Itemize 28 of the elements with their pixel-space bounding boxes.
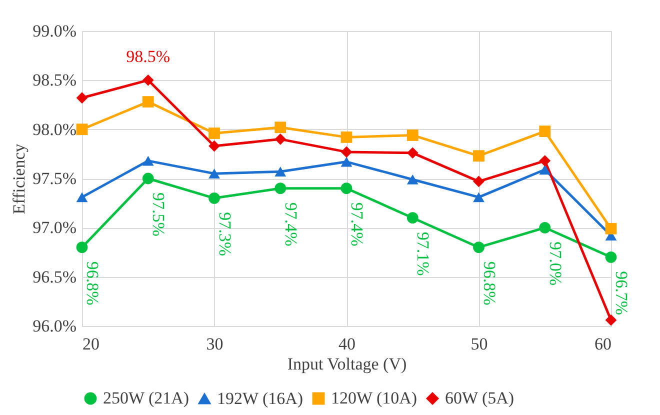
data-label: 97.4% xyxy=(348,202,366,246)
data-label: 97.3% xyxy=(215,212,234,256)
y-tick-label: 96.5% xyxy=(32,267,76,286)
y-tick-label: 96.0% xyxy=(32,316,76,336)
x-tick-label: 20 xyxy=(82,334,100,354)
y-tick-label: 97.0% xyxy=(32,218,76,238)
data-label: 97.5% xyxy=(149,192,168,236)
x-tick-label: 50 xyxy=(470,334,488,354)
y-tick-label: 99.0% xyxy=(32,22,76,40)
legend-label: 120W (10A) xyxy=(331,388,418,408)
legend-label: 60W (5A) xyxy=(445,388,514,408)
y-tick-label: 97.5% xyxy=(32,169,76,188)
data-label: 96.7% xyxy=(612,271,631,316)
y-tick-label: 98.5% xyxy=(32,70,76,90)
x-tick-label: 40 xyxy=(338,334,356,354)
legend-label: 250W (21A) xyxy=(103,388,190,408)
data-label: 96.8% xyxy=(480,261,499,306)
data-label: 98.5% xyxy=(126,47,170,66)
data-label: 97.0% xyxy=(546,242,565,286)
data-label: 97.4% xyxy=(281,202,300,246)
x-tick-label: 60 xyxy=(594,334,612,354)
data-label: 97.1% xyxy=(414,232,433,276)
y-axis-title: Efficiency xyxy=(10,143,29,214)
legend-label: 192W (16A) xyxy=(217,388,304,408)
x-axis-title: Input Voltage (V) xyxy=(287,354,407,374)
x-tick-label: 30 xyxy=(206,334,224,354)
y-tick-label: 98.0% xyxy=(32,120,76,139)
data-label: 96.8% xyxy=(83,261,102,306)
